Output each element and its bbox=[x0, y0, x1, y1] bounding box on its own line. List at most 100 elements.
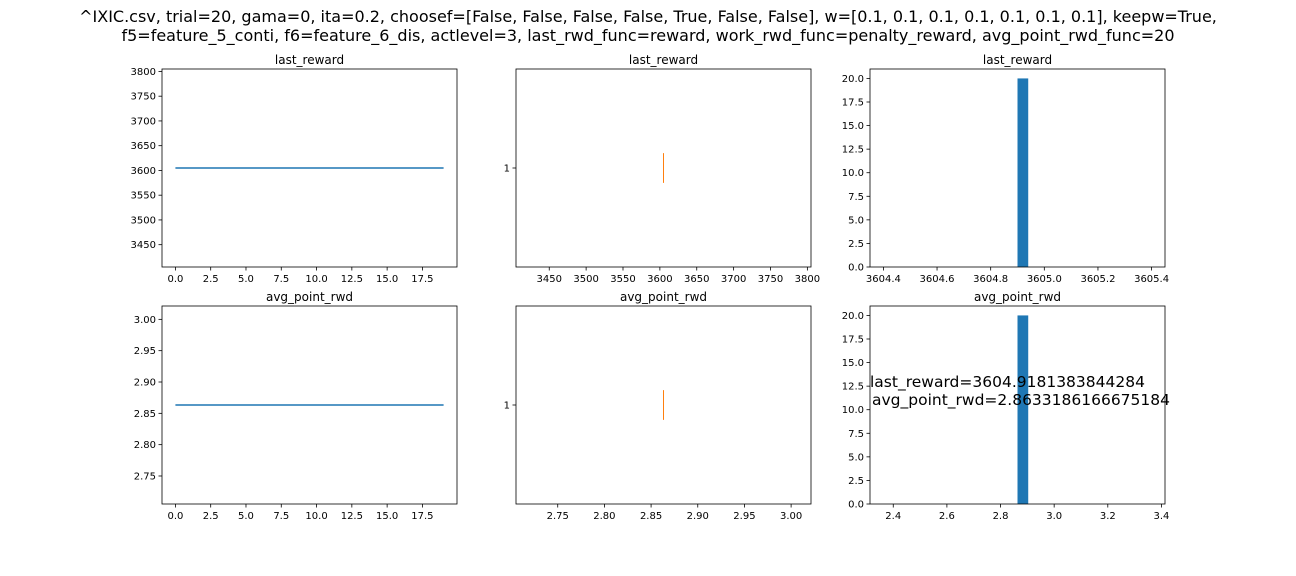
y-tick-label: 17.5 bbox=[842, 335, 864, 346]
y-tick-label: 10.0 bbox=[842, 168, 864, 179]
y-tick-label: 5.0 bbox=[848, 452, 864, 463]
x-tick-label: 12.5 bbox=[341, 511, 363, 522]
subplot-1: last_reward 0.0 2.5 5.0 7.5 10.0 12.5 15.0 17.5 3… bbox=[131, 53, 458, 285]
x-tick-label: 3605.4 bbox=[1134, 274, 1169, 285]
x-tick-label: 2.90 bbox=[687, 511, 709, 522]
y-tick-label: 3600 bbox=[131, 166, 156, 177]
x-tick-label: 3604.6 bbox=[920, 274, 955, 285]
y-tick-label: 1 bbox=[504, 164, 510, 175]
y-tick-label: 20.0 bbox=[842, 74, 864, 85]
axes-frame bbox=[869, 305, 1166, 505]
x-tick-label: 2.85 bbox=[640, 511, 662, 522]
subplot-2: last_reward 3450 3500 3550 3600 3650 3700 3750 3… bbox=[504, 53, 820, 285]
x-tick-label: 3605.2 bbox=[1080, 274, 1115, 285]
y-tick-label: 3800 bbox=[131, 67, 156, 78]
x-tick-label: 12.5 bbox=[341, 274, 363, 285]
y-tick-label: 3750 bbox=[131, 92, 156, 103]
y-tick-label: 10.0 bbox=[842, 405, 864, 416]
subplot-title: avg_point_rwd bbox=[974, 290, 1061, 304]
x-tick-label: 3500 bbox=[573, 274, 598, 285]
y-tick-label: 2.75 bbox=[134, 471, 156, 482]
y-tick-label: 20.0 bbox=[842, 311, 864, 322]
x-tick-label: 3700 bbox=[721, 274, 746, 285]
x-tick-label: 0.0 bbox=[167, 511, 183, 522]
x-tick-label: 2.5 bbox=[203, 274, 219, 285]
y-tick-label: 3.00 bbox=[134, 315, 156, 326]
x-tick-label: 2.8 bbox=[993, 511, 1009, 522]
annotation: last_reward=3604.9181383844284avg_point_… bbox=[870, 373, 1170, 410]
figure-suptitle-line-2: f5=feature_5_conti, f6=feature_6_dis, ac… bbox=[121, 26, 1175, 45]
subplot-title: last_reward bbox=[983, 53, 1052, 67]
y-tick-label: 2.5 bbox=[848, 476, 864, 487]
y-tick-label: 0.0 bbox=[848, 263, 864, 274]
subplot-4: avg_point_rwd 0.0 2.5 5.0 7.5 10.0 12.5 15.0 17.… bbox=[134, 290, 458, 522]
x-tick-label: 15.0 bbox=[376, 511, 398, 522]
axes-frame bbox=[161, 68, 458, 268]
annotation-last-reward: last_reward=3604.9181383844284 bbox=[870, 373, 1145, 392]
y-tick-label: 3550 bbox=[131, 191, 156, 202]
histogram-bar bbox=[1017, 315, 1029, 504]
x-tick-label: 3800 bbox=[795, 274, 820, 285]
x-tick-label: 2.80 bbox=[593, 511, 615, 522]
histogram-bar bbox=[1017, 78, 1029, 267]
subplot-title: last_reward bbox=[275, 53, 344, 67]
x-tick-label: 3750 bbox=[758, 274, 783, 285]
y-tick-label: 0.0 bbox=[848, 500, 864, 511]
subplot-title: avg_point_rwd bbox=[266, 290, 353, 304]
x-tick-label: 3.4 bbox=[1153, 511, 1169, 522]
x-tick-label: 10.0 bbox=[305, 511, 327, 522]
x-tick-label: 3605.0 bbox=[1027, 274, 1062, 285]
y-tick-label: 12.5 bbox=[842, 145, 864, 156]
subplot-title: avg_point_rwd bbox=[620, 290, 707, 304]
x-tick-label: 10.0 bbox=[305, 274, 327, 285]
x-tick-label: 3450 bbox=[537, 274, 562, 285]
y-tick-label: 3450 bbox=[131, 240, 156, 251]
y-tick-label: 7.5 bbox=[848, 429, 864, 440]
annotation-avg-point-rwd: avg_point_rwd=2.8633186166675184 bbox=[872, 391, 1170, 410]
x-tick-label: 17.5 bbox=[411, 274, 433, 285]
x-tick-label: 3604.4 bbox=[866, 274, 901, 285]
x-tick-label: 7.5 bbox=[273, 274, 289, 285]
x-tick-label: 2.5 bbox=[203, 511, 219, 522]
y-tick-label: 2.80 bbox=[134, 440, 156, 451]
y-tick-label: 5.0 bbox=[848, 215, 864, 226]
axes-frame bbox=[161, 305, 458, 505]
x-tick-label: 2.6 bbox=[939, 511, 955, 522]
x-tick-label: 2.4 bbox=[885, 511, 901, 522]
x-tick-label: 17.5 bbox=[411, 511, 433, 522]
x-tick-label: 2.75 bbox=[547, 511, 569, 522]
x-tick-label: 5.0 bbox=[238, 511, 254, 522]
y-tick-label: 15.0 bbox=[842, 358, 864, 369]
y-tick-label: 3500 bbox=[131, 215, 156, 226]
y-tick-label: 15.0 bbox=[842, 121, 864, 132]
x-tick-label: 15.0 bbox=[376, 274, 398, 285]
subplot-5: avg_point_rwd 2.75 2.80 2.85 2.90 2.95 3.00 1 bbox=[504, 290, 812, 522]
x-tick-label: 3.0 bbox=[1046, 511, 1062, 522]
y-tick-label: 12.5 bbox=[842, 382, 864, 393]
x-tick-label: 3604.8 bbox=[973, 274, 1008, 285]
y-tick-label: 17.5 bbox=[842, 98, 864, 109]
y-tick-label: 2.95 bbox=[134, 346, 156, 357]
x-tick-label: 2.95 bbox=[733, 511, 755, 522]
x-tick-label: 3600 bbox=[647, 274, 672, 285]
y-tick-label: 2.5 bbox=[848, 239, 864, 250]
y-tick-label: 7.5 bbox=[848, 192, 864, 203]
x-tick-label: 3550 bbox=[610, 274, 635, 285]
x-tick-label: 3650 bbox=[684, 274, 709, 285]
y-tick-label: 1 bbox=[504, 401, 510, 412]
x-tick-label: 7.5 bbox=[273, 511, 289, 522]
y-tick-label: 2.85 bbox=[134, 409, 156, 420]
y-tick-label: 3700 bbox=[131, 116, 156, 127]
x-tick-label: 3.00 bbox=[780, 511, 802, 522]
subplot-3: last_reward 3604.4 3604.6 3604.8 3605.0 3605.… bbox=[842, 53, 1169, 285]
axes-frame bbox=[869, 68, 1166, 268]
y-tick-label: 2.90 bbox=[134, 378, 156, 389]
figure-suptitle-line-1: ^IXIC.csv, trial=20, gama=0, ita=0.2, ch… bbox=[79, 7, 1217, 26]
x-tick-label: 0.0 bbox=[167, 274, 183, 285]
x-tick-label: 5.0 bbox=[238, 274, 254, 285]
y-tick-label: 3650 bbox=[131, 141, 156, 152]
x-tick-label: 3.2 bbox=[1100, 511, 1116, 522]
subplot-6: avg_point_rwd 2.4 2.6 2.8 3.0 3.2 3.4 0.0 2.5 5.0… bbox=[842, 290, 1170, 522]
subplot-title: last_reward bbox=[629, 53, 698, 67]
